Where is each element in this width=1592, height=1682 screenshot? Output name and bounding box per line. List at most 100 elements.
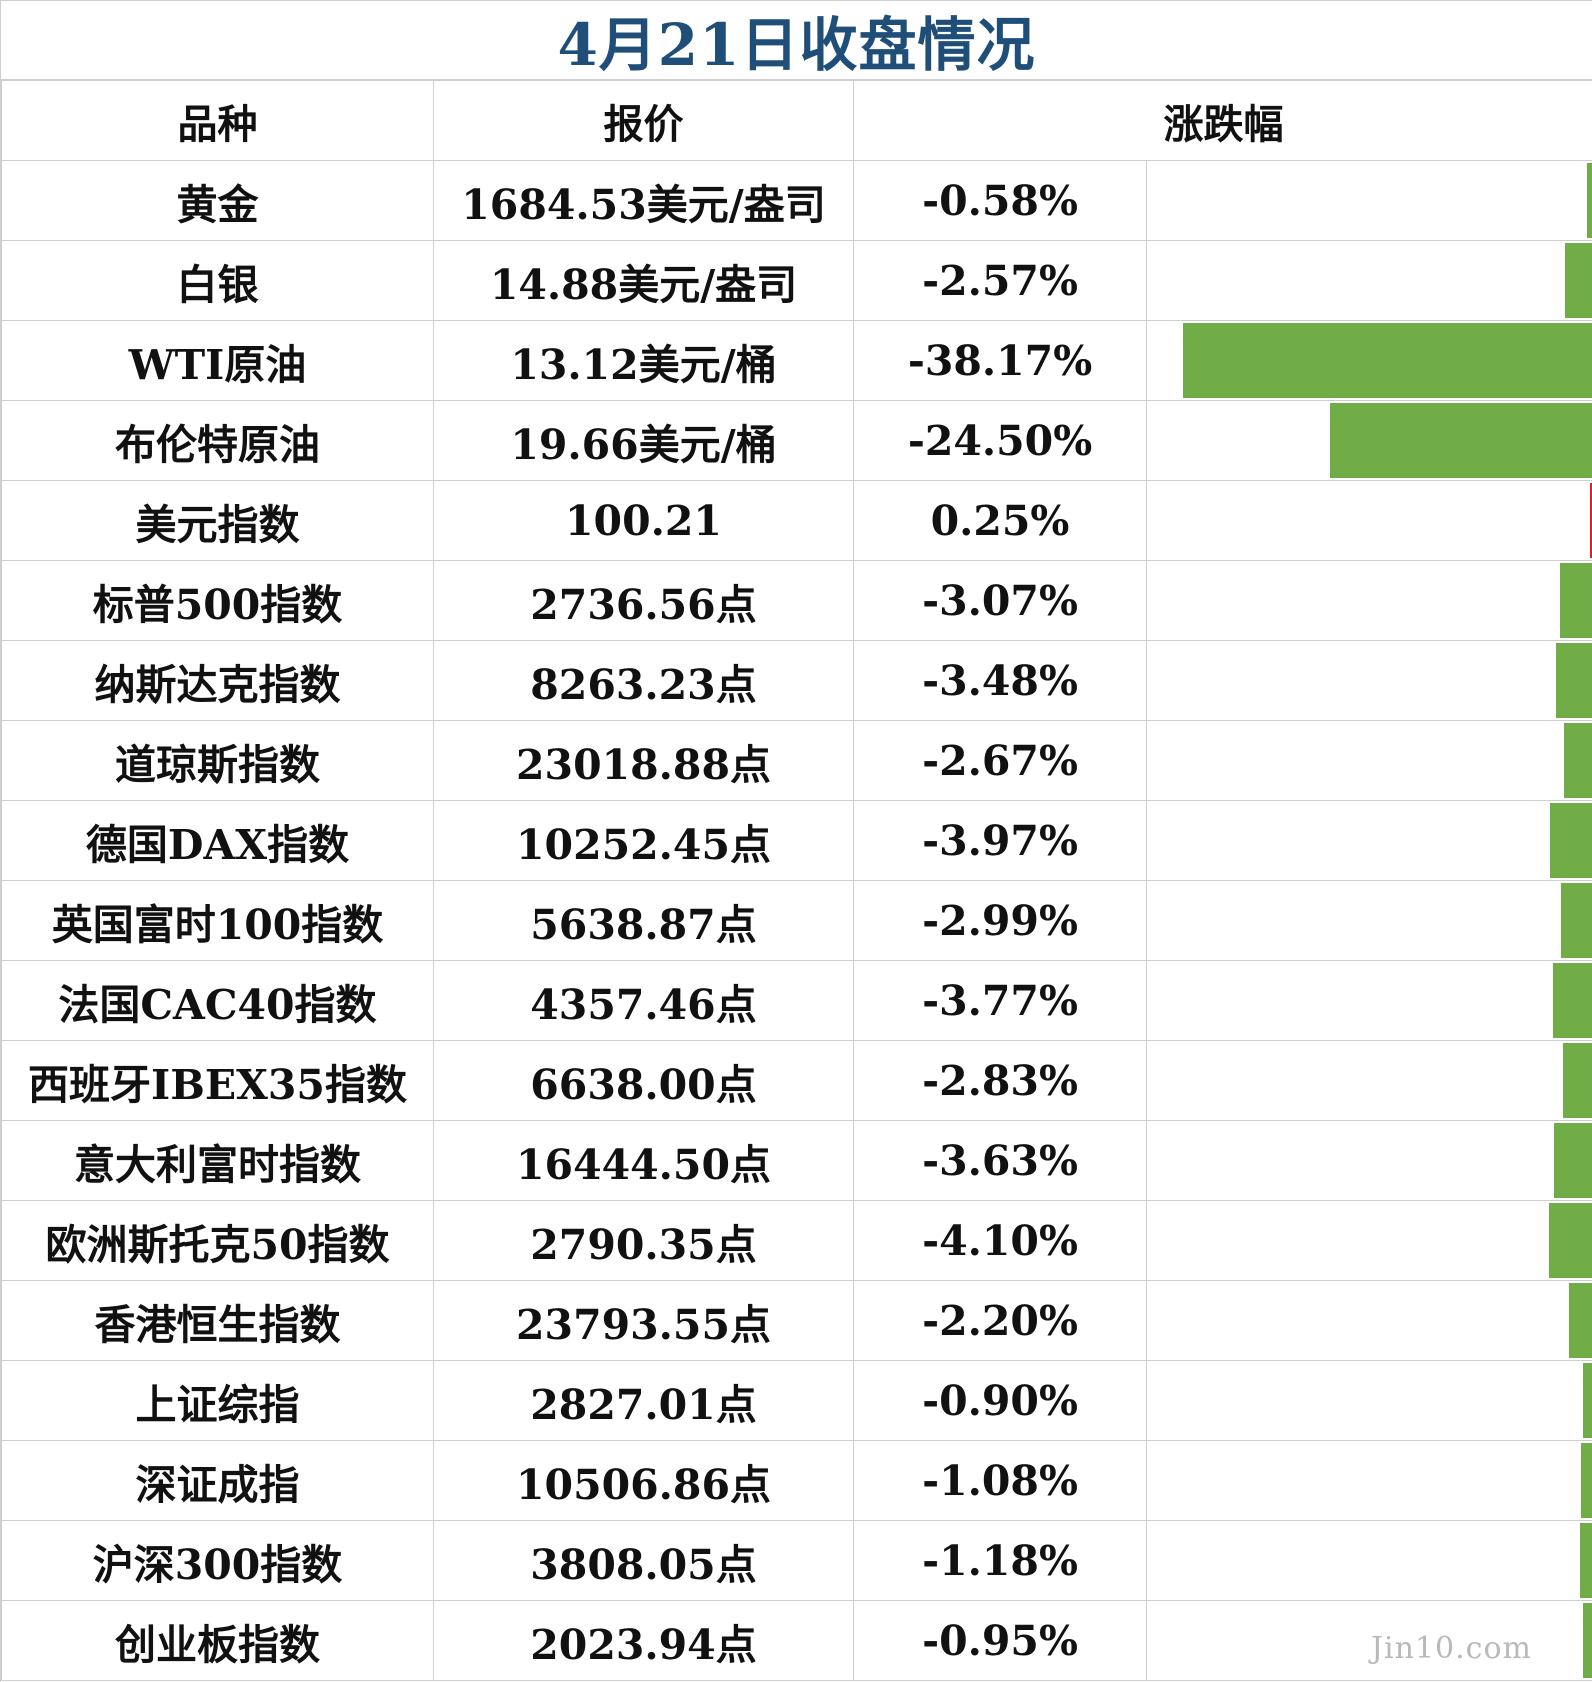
table-row: 意大利富时指数 16444.50点 -3.63%: [1, 1120, 1592, 1201]
row-change: -2.83%: [853, 1040, 1147, 1121]
change-bar: [1560, 563, 1592, 638]
change-bar: [1581, 1443, 1592, 1518]
watermark: Jin10.com: [1371, 1631, 1532, 1666]
table-row: 欧洲斯托克50指数 2790.35点 -4.10%: [1, 1200, 1592, 1281]
row-change: -3.97%: [853, 800, 1147, 881]
table-body: 黄金 1684.53美元/盎司 -0.58% 白银 14.88美元/盎司 -2.57% WT…: [1, 160, 1592, 1681]
row-name: 深证成指: [1, 1440, 434, 1521]
table-row: 布伦特原油 19.66美元/桶 -24.50%: [1, 400, 1592, 481]
row-name: 德国DAX指数: [1, 800, 434, 881]
table-row: 黄金 1684.53美元/盎司 -0.58%: [1, 160, 1592, 241]
row-change: -3.77%: [853, 960, 1147, 1041]
row-name: 布伦特原油: [1, 400, 434, 481]
change-bar: [1583, 1363, 1592, 1438]
row-price: 2790.35点: [433, 1200, 854, 1281]
table-row: 法国CAC40指数 4357.46点 -3.77%: [1, 960, 1592, 1041]
table-row: 沪深300指数 3808.05点 -1.18%: [1, 1520, 1592, 1601]
row-name: 欧洲斯托克50指数: [1, 1200, 434, 1281]
row-name: 香港恒生指数: [1, 1280, 434, 1361]
row-name: 道琼斯指数: [1, 720, 434, 801]
row-price: 1684.53美元/盎司: [433, 160, 854, 241]
row-bar-cell: [1146, 160, 1592, 241]
row-price: 2827.01点: [433, 1360, 854, 1441]
title-row: 4月21日收盘情况: [1, 0, 1592, 80]
table-row: 英国富时100指数 5638.87点 -2.99%: [1, 880, 1592, 961]
row-price: 2736.56点: [433, 560, 854, 641]
row-name: 西班牙IBEX35指数: [1, 1040, 434, 1121]
row-name: WTI原油: [1, 320, 434, 401]
row-change: -2.57%: [853, 240, 1147, 321]
row-price: 14.88美元/盎司: [433, 240, 854, 321]
row-name: 美元指数: [1, 480, 434, 561]
table-row: 纳斯达克指数 8263.23点 -3.48%: [1, 640, 1592, 721]
table-row: 标普500指数 2736.56点 -3.07%: [1, 560, 1592, 641]
row-change: -2.99%: [853, 880, 1147, 961]
table-row: 白银 14.88美元/盎司 -2.57%: [1, 240, 1592, 321]
change-bar: [1565, 243, 1592, 318]
table-row: 香港恒生指数 23793.55点 -2.20%: [1, 1280, 1592, 1361]
row-bar-cell: [1146, 1360, 1592, 1441]
row-price: 6638.00点: [433, 1040, 854, 1121]
table-row: 德国DAX指数 10252.45点 -3.97%: [1, 800, 1592, 881]
row-name: 白银: [1, 240, 434, 321]
change-bar: [1549, 1203, 1592, 1278]
row-bar-cell: [1146, 1280, 1592, 1361]
row-bar-cell: [1146, 960, 1592, 1041]
row-price: 10506.86点: [433, 1440, 854, 1521]
row-price: 4357.46点: [433, 960, 854, 1041]
row-price: 8263.23点: [433, 640, 854, 721]
row-change: -2.67%: [853, 720, 1147, 801]
row-change: -0.95%: [853, 1600, 1147, 1681]
row-change: -38.17%: [853, 320, 1147, 401]
row-price: 13.12美元/桶: [433, 320, 854, 401]
header-row: 品种 报价 涨跌幅: [1, 80, 1592, 161]
change-bar: [1583, 1603, 1592, 1678]
change-bar: [1330, 403, 1592, 478]
change-bar: [1580, 1523, 1592, 1598]
table-row: 西班牙IBEX35指数 6638.00点 -2.83%: [1, 1040, 1592, 1121]
change-bar: [1553, 963, 1592, 1038]
row-name: 沪深300指数: [1, 1520, 434, 1601]
table-row: 美元指数 100.21 0.25%: [1, 480, 1592, 561]
row-change: -24.50%: [853, 400, 1147, 481]
row-name: 英国富时100指数: [1, 880, 434, 961]
row-change: 0.25%: [853, 480, 1147, 561]
row-change: -3.63%: [853, 1120, 1147, 1201]
row-change: -3.07%: [853, 560, 1147, 641]
row-name: 黄金: [1, 160, 434, 241]
row-price: 3808.05点: [433, 1520, 854, 1601]
change-bar: [1587, 163, 1592, 238]
row-name: 纳斯达克指数: [1, 640, 434, 721]
row-bar-cell: [1146, 640, 1592, 721]
row-change: -3.48%: [853, 640, 1147, 721]
quotes-table: 品种 报价 涨跌幅 黄金 1684.53美元/盎司 -0.58% 白银 14.88美元/…: [1, 80, 1592, 1681]
change-bar: [1550, 803, 1592, 878]
table-row: WTI原油 13.12美元/桶 -38.17%: [1, 320, 1592, 401]
row-name: 上证综指: [1, 1360, 434, 1441]
row-change: -4.10%: [853, 1200, 1147, 1281]
row-bar-cell: [1146, 320, 1592, 401]
header-change: 涨跌幅: [853, 80, 1592, 161]
row-bar-cell: [1146, 480, 1592, 561]
row-bar-cell: [1146, 240, 1592, 321]
row-bar-cell: [1146, 1440, 1592, 1521]
row-bar-cell: [1146, 1520, 1592, 1601]
change-bar: [1554, 1123, 1592, 1198]
row-price: 19.66美元/桶: [433, 400, 854, 481]
row-price: 10252.45点: [433, 800, 854, 881]
row-name: 创业板指数: [1, 1600, 434, 1681]
row-change: -0.58%: [853, 160, 1147, 241]
row-bar-cell: [1146, 1200, 1592, 1281]
row-bar-cell: [1146, 1600, 1592, 1681]
row-bar-cell: [1146, 880, 1592, 961]
row-price: 16444.50点: [433, 1120, 854, 1201]
row-price: 100.21: [433, 480, 854, 561]
row-change: -0.90%: [853, 1360, 1147, 1441]
row-price: 5638.87点: [433, 880, 854, 961]
row-name: 法国CAC40指数: [1, 960, 434, 1041]
table-row: 上证综指 2827.01点 -0.90%: [1, 1360, 1592, 1441]
table-row: 道琼斯指数 23018.88点 -2.67%: [1, 720, 1592, 801]
table-row: 创业板指数 2023.94点 -0.95%: [1, 1600, 1592, 1681]
row-price: 23018.88点: [433, 720, 854, 801]
